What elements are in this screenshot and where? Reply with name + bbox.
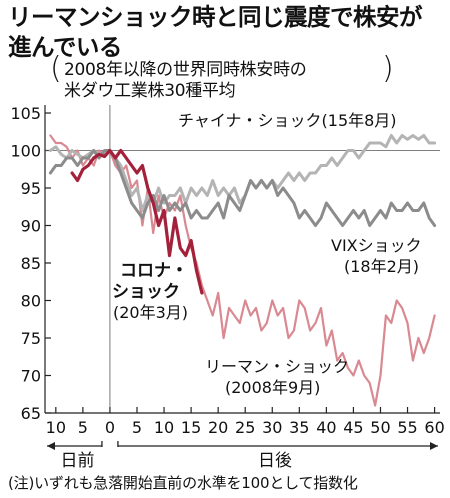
series-line-lehman (49, 134, 436, 407)
x-tick-label: 10 (46, 418, 66, 437)
x-tick-label: 55 (397, 418, 417, 437)
y-tick-label: 95 (21, 179, 41, 198)
x-tick-label: 35 (289, 418, 309, 437)
series-labels: チャイナ・ショック(15年8月) VIXショック (18年2月) コロナ・ ショ… (112, 111, 422, 397)
paren-close: ) (382, 51, 394, 86)
y-tick-label: 90 (21, 217, 41, 236)
x-tick-label: 5 (132, 418, 142, 437)
title-line-2: 進んでいる (8, 33, 122, 61)
series-line-corona (70, 148, 204, 295)
label-corona-line1: コロナ・ (120, 261, 188, 281)
label-vix-line2: (18年2月) (344, 257, 419, 276)
x-tick-label: 40 (316, 418, 336, 437)
x-tick-label: 15 (181, 418, 201, 437)
label-lehman-line2: (2008年9月) (225, 378, 320, 397)
y-tick-label: 100 (10, 142, 41, 161)
paren-open: ( (50, 51, 62, 86)
x-tick-label: 50 (370, 418, 390, 437)
label-corona-line2: ショック (112, 282, 180, 302)
label-corona-line3: (20年3月) (113, 303, 188, 322)
chart-title: リーマンショック時と同じ震度で株安が 進んでいる (8, 2, 448, 62)
x-tick-label: 60 (424, 418, 444, 437)
chart-subtitle: ( 2008年以降の世界同時株安時の 米ダウ工業株30種平均 ) (50, 54, 394, 102)
y-tick-label: 80 (21, 292, 41, 311)
x-tick-label: 45 (343, 418, 363, 437)
y-tick-label: 75 (21, 329, 41, 348)
footnote: (注)いずれも急落開始直前の水準を100として指数化 (8, 474, 358, 492)
x-tick-label: 20 (208, 418, 228, 437)
x-tick-label: 10 (154, 418, 174, 437)
title-line-1: リーマンショック時と同じ震度で株安が (8, 3, 423, 31)
subtitle-line-1: 2008年以降の世界同時株安時の (64, 60, 307, 80)
y-tick-label: 105 (10, 104, 41, 123)
y-tick-label: 65 (21, 404, 41, 423)
before-arrow-icon (47, 442, 55, 450)
series-line-vix (48, 149, 437, 227)
label-vix-line1: VIXショック (331, 236, 422, 255)
x-tick-label: 30 (262, 418, 282, 437)
label-china: チャイナ・ショック(15年8月) (178, 111, 397, 130)
x-after-label: 日後 (258, 451, 292, 471)
label-lehman-line1: リーマン・ショック (205, 357, 349, 376)
y-tick-label: 70 (21, 367, 41, 386)
y-axis: 65 70 75 80 85 90 95 100 105 (10, 104, 51, 423)
subtitle-line-2: 米ダウ工業株30種平均 (64, 81, 236, 101)
x-tick-label: 0 (105, 418, 115, 437)
series-lines (48, 134, 437, 407)
x-before-label: 日前 (60, 451, 94, 471)
y-tick-label: 85 (21, 254, 41, 273)
x-tick-label: 25 (235, 418, 255, 437)
x-tick-label: 5 (78, 418, 88, 437)
after-arrow-icon (430, 442, 438, 450)
